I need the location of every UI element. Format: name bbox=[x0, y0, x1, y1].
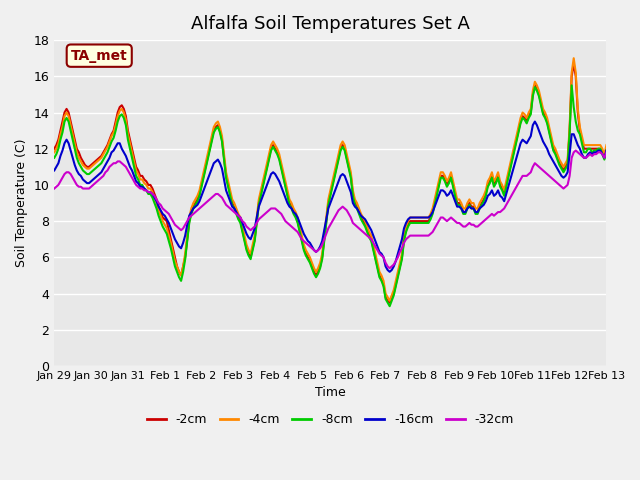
-32cm bbox=[572, 148, 580, 154]
-4cm bbox=[51, 149, 58, 155]
-4cm bbox=[427, 211, 435, 217]
Line: -8cm: -8cm bbox=[54, 85, 607, 306]
-8cm bbox=[568, 83, 575, 88]
-16cm bbox=[408, 215, 416, 220]
-32cm bbox=[51, 186, 58, 192]
-4cm bbox=[386, 298, 394, 304]
-16cm bbox=[531, 119, 539, 124]
-2cm bbox=[556, 160, 563, 166]
-2cm bbox=[51, 146, 58, 152]
-8cm bbox=[556, 162, 563, 168]
Line: -32cm: -32cm bbox=[54, 151, 607, 268]
-2cm bbox=[427, 215, 435, 220]
-32cm bbox=[559, 186, 567, 192]
-16cm bbox=[557, 173, 565, 179]
Title: Alfalfa Soil Temperatures Set A: Alfalfa Soil Temperatures Set A bbox=[191, 15, 470, 33]
-4cm bbox=[408, 215, 416, 220]
-32cm bbox=[234, 213, 242, 218]
-16cm bbox=[51, 168, 58, 173]
-8cm bbox=[408, 220, 416, 226]
-2cm bbox=[603, 146, 611, 152]
-2cm bbox=[234, 215, 242, 220]
Line: -16cm: -16cm bbox=[54, 121, 607, 272]
-16cm bbox=[603, 148, 611, 154]
-2cm bbox=[386, 300, 394, 305]
-2cm bbox=[570, 61, 577, 67]
Legend: -2cm, -4cm, -8cm, -16cm, -32cm: -2cm, -4cm, -8cm, -16cm, -32cm bbox=[142, 408, 519, 432]
-16cm bbox=[386, 269, 394, 275]
-16cm bbox=[443, 193, 451, 199]
-32cm bbox=[427, 231, 435, 237]
-8cm bbox=[603, 148, 611, 154]
X-axis label: Time: Time bbox=[315, 386, 346, 399]
-8cm bbox=[559, 169, 567, 175]
-16cm bbox=[234, 213, 242, 218]
-4cm bbox=[603, 142, 611, 148]
-32cm bbox=[556, 182, 563, 188]
Y-axis label: Soil Temperature (C): Soil Temperature (C) bbox=[15, 139, 28, 267]
-2cm bbox=[559, 168, 567, 173]
-8cm bbox=[234, 216, 242, 222]
-32cm bbox=[386, 265, 394, 271]
-16cm bbox=[562, 173, 570, 179]
-32cm bbox=[603, 149, 611, 155]
-4cm bbox=[234, 211, 242, 217]
-32cm bbox=[408, 233, 416, 239]
-8cm bbox=[427, 216, 435, 222]
-2cm bbox=[408, 218, 416, 224]
-4cm bbox=[570, 55, 577, 61]
-2cm bbox=[443, 182, 451, 188]
Line: -2cm: -2cm bbox=[54, 64, 607, 302]
-16cm bbox=[427, 213, 435, 218]
-4cm bbox=[559, 164, 567, 170]
Line: -4cm: -4cm bbox=[54, 58, 607, 301]
-8cm bbox=[386, 303, 394, 309]
-32cm bbox=[443, 218, 451, 224]
-4cm bbox=[443, 179, 451, 184]
Text: TA_met: TA_met bbox=[71, 48, 127, 63]
-4cm bbox=[556, 156, 563, 162]
-8cm bbox=[51, 155, 58, 161]
-8cm bbox=[443, 184, 451, 190]
